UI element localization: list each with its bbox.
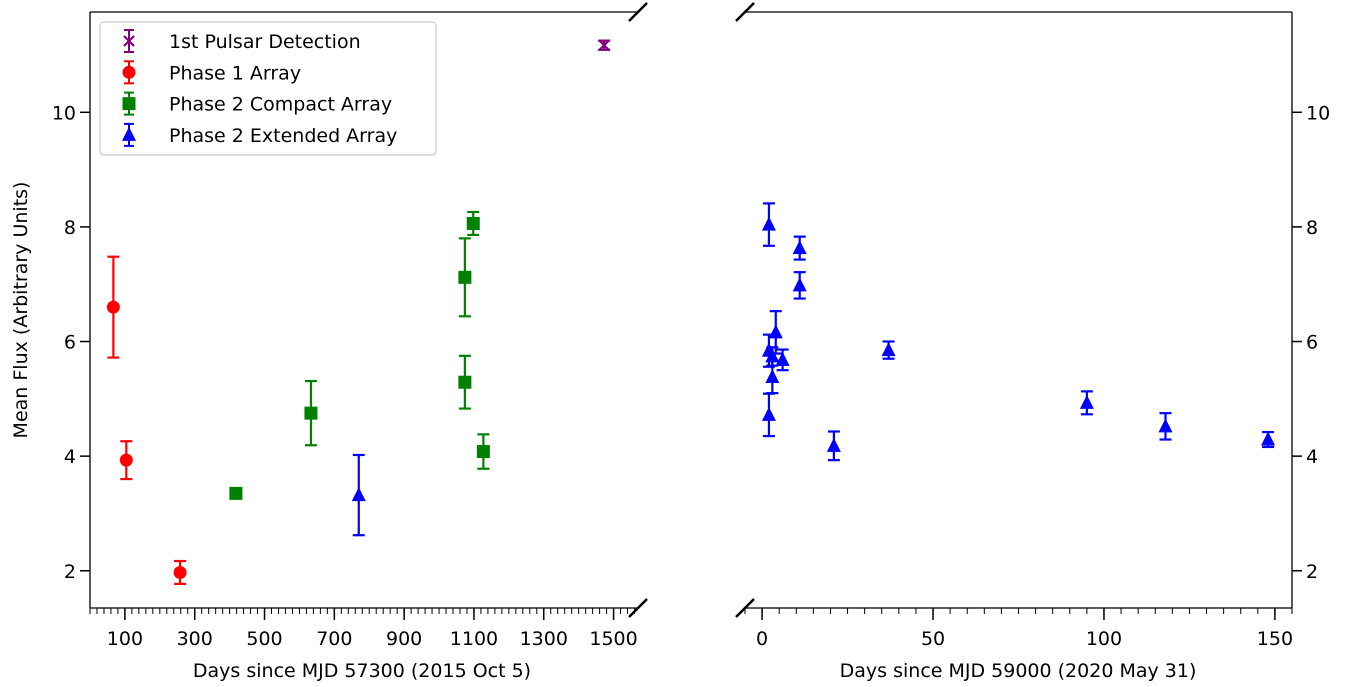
data-point [458, 375, 472, 389]
y-tick-label: 4 [1306, 446, 1318, 468]
y-tick-label: 10 [1306, 102, 1330, 124]
x-tick-label: 100 [1086, 628, 1122, 650]
data-point [768, 324, 783, 339]
legend-label: Phase 2 Compact Array [169, 94, 392, 116]
x-tick-label: 50 [921, 628, 945, 650]
x-tick-label: 500 [246, 628, 282, 650]
x-tick-label: 900 [386, 628, 422, 650]
data-point [466, 216, 480, 230]
y-tick-label: 8 [1306, 217, 1318, 239]
y-tick-label: 6 [1306, 332, 1318, 354]
legend-box [99, 21, 437, 156]
left-panel: 2 4 6 8 10 100 300 500 700 900 1100 1300 1500 [52, 11, 638, 650]
data-point [351, 487, 366, 502]
data-point [765, 348, 780, 363]
data-point [761, 216, 776, 231]
x-marker-stroke [123, 35, 135, 47]
legend-item: 1st Pulsar Detection [123, 29, 361, 53]
x-tick-label: 150 [1257, 628, 1293, 650]
axis-break-mark [735, 598, 755, 618]
x-tick-label: 700 [316, 628, 352, 650]
data-point [1261, 431, 1276, 446]
legend-marker [122, 126, 136, 141]
data-point [792, 240, 807, 255]
data-point [1079, 394, 1094, 409]
y-tick-label: 2 [1306, 561, 1318, 583]
legend-marker [122, 65, 136, 79]
legend-label: Phase 2 Extended Array [169, 125, 397, 147]
legend-item: Phase 2 Extended Array [122, 122, 397, 147]
legend-item: Phase 2 Compact Array [122, 91, 392, 116]
x-axis-title-left: Days since MJD 57300 (2015 Oct 5) [193, 660, 531, 682]
legend-label: 1st Pulsar Detection [169, 31, 361, 53]
legend-marker [122, 97, 136, 111]
data-point [765, 369, 780, 384]
axis-break-mark [735, 2, 755, 22]
y-axis-title: Mean Flux (Arbitrary Units) [10, 182, 32, 439]
data-point [881, 342, 896, 357]
x-tick-label: 100 [107, 628, 143, 650]
data-point [1158, 418, 1173, 433]
data-point [106, 300, 120, 314]
data-point [792, 277, 807, 292]
x-tick-label: 1500 [589, 628, 637, 650]
data-point [761, 406, 776, 421]
data-point [458, 270, 472, 284]
y-tick-label: 6 [64, 332, 76, 354]
x-axis-title-right: Days since MJD 59000 (2020 May 31) [840, 660, 1197, 682]
x-tick-label: 300 [177, 628, 213, 650]
x-tick-label: 1300 [520, 628, 568, 650]
y-tick-label: 2 [64, 561, 76, 583]
data-point [775, 351, 790, 366]
data-point [826, 437, 841, 452]
x-marker-stroke [598, 39, 610, 52]
legend-label: Phase 1 Array [169, 62, 301, 84]
legend: 1st Pulsar Detection Phase 1 Array Phase 2… [99, 21, 437, 156]
y-tick-label: 8 [64, 217, 76, 239]
data-point [229, 486, 243, 500]
x-tick-label: 0 [756, 628, 768, 650]
legend-item: Phase 1 Array [122, 60, 301, 85]
y-tick-label: 10 [52, 102, 76, 124]
legend-marker [123, 35, 135, 47]
x-tick-label: 1100 [450, 628, 498, 650]
axis-break-mark [628, 2, 648, 22]
axis-break-mark [628, 598, 648, 618]
data-point [476, 445, 490, 459]
data-point [304, 406, 318, 420]
data-point [598, 39, 610, 52]
data-point [119, 453, 133, 467]
y-tick-label: 4 [64, 446, 76, 468]
data-point [173, 565, 187, 579]
